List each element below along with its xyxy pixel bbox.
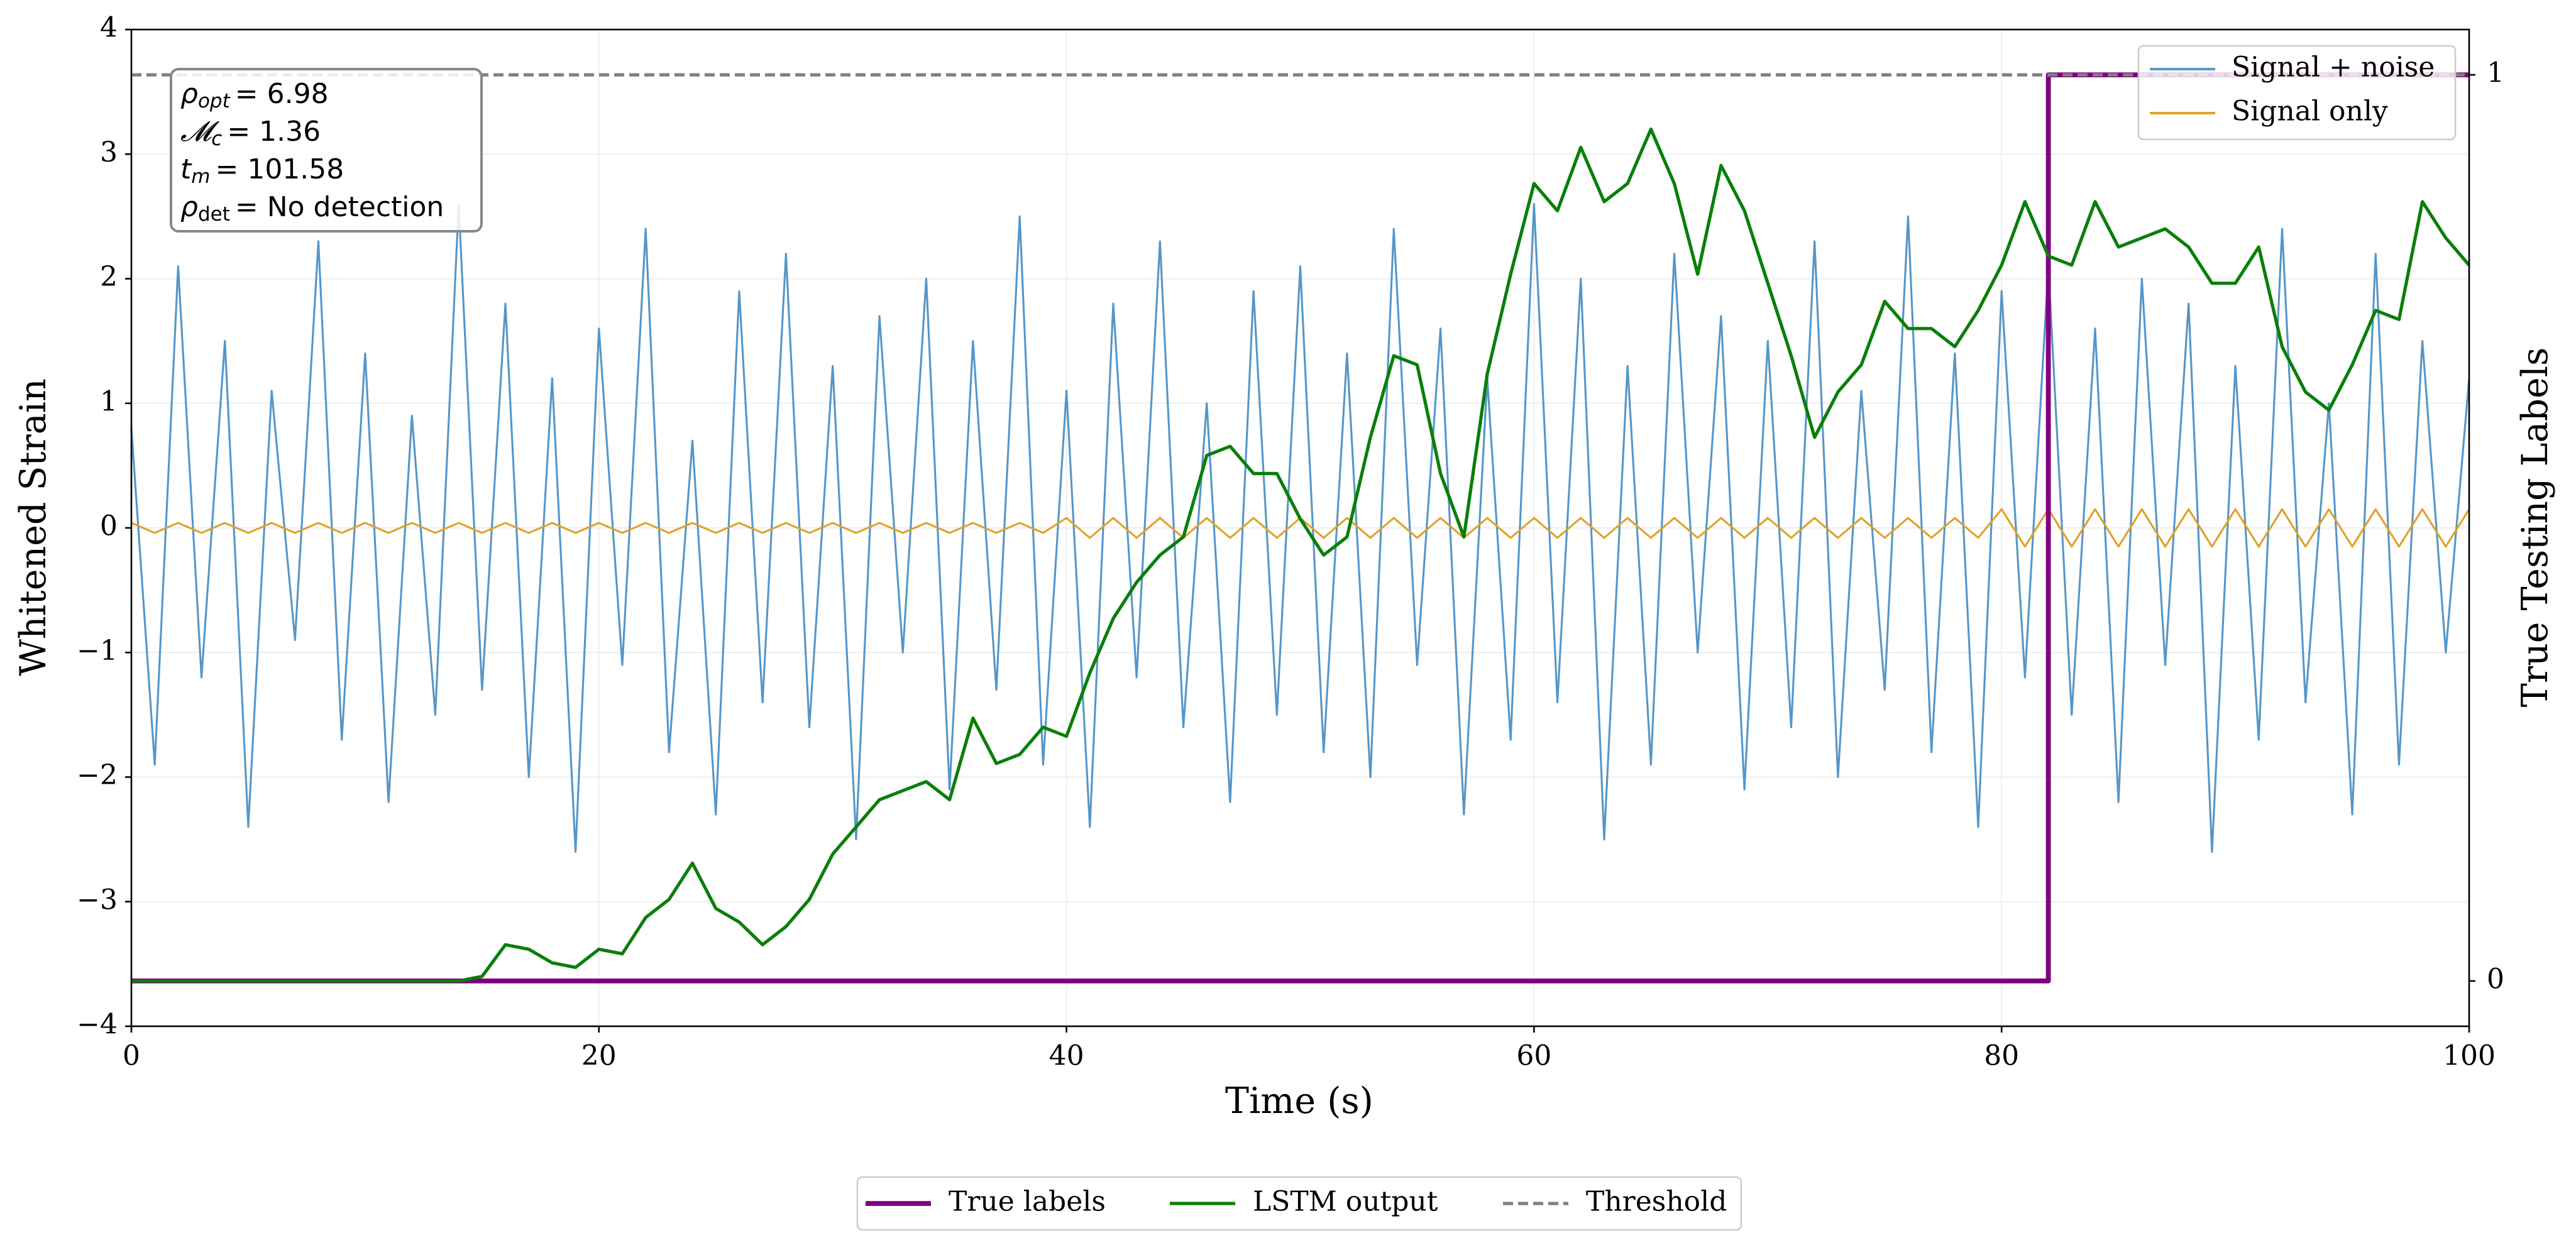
legend-upper-right: Signal + noise Signal only bbox=[2137, 45, 2457, 141]
annotation-subscript: m bbox=[191, 165, 210, 188]
y-tick-label: −4 bbox=[77, 1009, 118, 1041]
y2-axis-label: True Testing Labels bbox=[2514, 348, 2556, 707]
x-tick-label: 60 bbox=[1516, 1040, 1551, 1072]
x-tick-label: 100 bbox=[2443, 1040, 2496, 1072]
annotation-line: tm = 101.58 bbox=[180, 153, 344, 188]
y2-tick-label: 1 bbox=[2487, 57, 2504, 89]
legend-bottom: True labels LSTM output Threshold bbox=[856, 1176, 1742, 1231]
legend-frame bbox=[2137, 45, 2457, 141]
annotation-value: = No detection bbox=[235, 191, 444, 223]
annotation-value: = 1.36 bbox=[227, 116, 321, 148]
x-tick-label: 80 bbox=[1984, 1040, 2019, 1072]
legend-label: Signal + noise bbox=[2232, 52, 2435, 84]
legend-label: LSTM output bbox=[1253, 1186, 1438, 1218]
y-tick-label: 4 bbox=[100, 12, 118, 44]
y-tick-label: −1 bbox=[77, 635, 118, 667]
y-tick-label: 3 bbox=[100, 136, 118, 168]
annotation-line: 𝓜c = 1.36 bbox=[180, 116, 321, 150]
x-tick-label: 0 bbox=[123, 1040, 140, 1072]
x-axis-label: Time (s) bbox=[1225, 1080, 1373, 1122]
annotation-symbol: ρ bbox=[180, 191, 198, 223]
y-tick-label: 1 bbox=[100, 385, 118, 417]
y-axis-label: Whitened Strain bbox=[13, 378, 54, 676]
annotation-subscript: c bbox=[211, 128, 222, 150]
y2-tick-label: 0 bbox=[2487, 963, 2504, 995]
series-line bbox=[130, 202, 2470, 853]
annotation-subscript: det bbox=[198, 203, 230, 226]
annotation-subscript: opt bbox=[198, 90, 231, 112]
legend-frame bbox=[856, 1176, 1742, 1231]
annotation-value: = 6.98 bbox=[235, 78, 329, 110]
annotation-value: = 101.58 bbox=[215, 153, 344, 185]
annotation-line: ρopt = 6.98 bbox=[180, 78, 329, 112]
annotation-frame bbox=[170, 68, 483, 233]
legend-label: Signal only bbox=[2232, 96, 2388, 128]
y-tick-label: 2 bbox=[100, 261, 118, 293]
annotation-symbol: ρ bbox=[180, 78, 198, 110]
annotation-line: ρdet = No detection bbox=[180, 191, 444, 226]
y-tick-label: −2 bbox=[77, 759, 118, 791]
annotation-symbol: t bbox=[180, 153, 192, 185]
x-tick-label: 20 bbox=[581, 1040, 617, 1072]
x-tick-label: 40 bbox=[1049, 1040, 1084, 1072]
y-tick-label: −3 bbox=[77, 884, 118, 916]
series-line bbox=[131, 128, 2470, 983]
legend-label: True labels bbox=[949, 1186, 1106, 1218]
legend-label: Threshold bbox=[1586, 1186, 1727, 1218]
y-tick-label: 0 bbox=[100, 510, 118, 542]
